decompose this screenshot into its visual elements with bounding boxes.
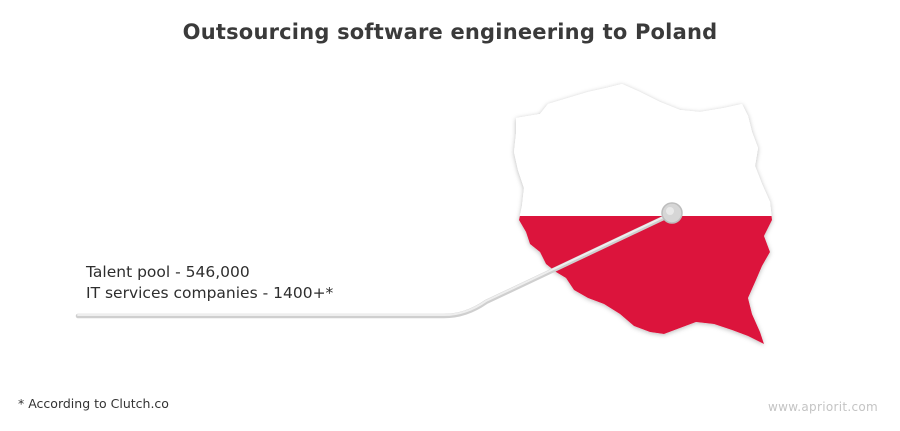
flag-white-stripe (514, 84, 772, 216)
footnote: * According to Clutch.co (18, 396, 169, 411)
stats-block: Talent pool - 546,000 IT services compan… (86, 262, 333, 304)
talent-pool-stat: Talent pool - 546,000 (86, 263, 250, 281)
pointer-line (75, 211, 675, 319)
it-companies-stat: IT services companies - 1400+* (86, 284, 334, 302)
page-title: Outsourcing software engineering to Pola… (182, 20, 718, 44)
flag-red-stripe (514, 216, 772, 344)
watermark: www.apriorit.com (768, 400, 878, 414)
